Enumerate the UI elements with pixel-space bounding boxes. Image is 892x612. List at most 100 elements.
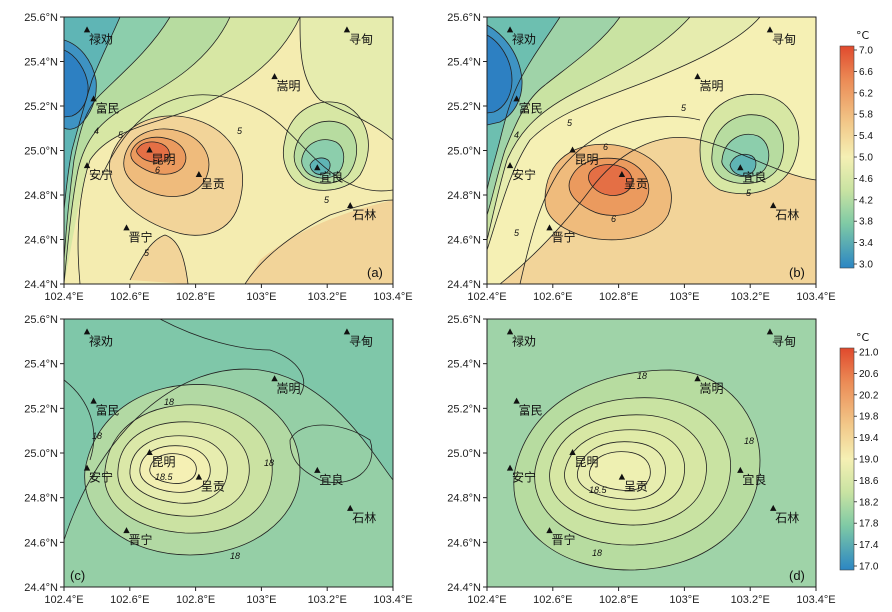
x-tick-label: 102.4°E	[44, 594, 83, 606]
city-marker-icon	[314, 466, 321, 473]
panel-label: (c)	[70, 568, 85, 583]
colorbar-tick-label: 17.8	[859, 519, 879, 530]
x-tick-label: 103.4°E	[373, 291, 412, 303]
city-label: 安宁	[89, 167, 113, 182]
contour-label: 18	[164, 397, 174, 407]
y-tick-label: 25.4°N	[447, 57, 481, 69]
colorbar-tick-label: 6.2	[859, 88, 873, 99]
contour-label: 18	[637, 371, 647, 381]
y-tick-label: 25.2°N	[447, 403, 481, 415]
city-marker-icon	[347, 202, 354, 209]
y-tick-label: 24.6°N	[24, 537, 58, 549]
y-tick-label: 25.0°N	[447, 146, 481, 158]
x-tick-label: 102.4°E	[44, 291, 83, 303]
contour-label: 5	[514, 228, 520, 238]
city-label: 寻甸	[349, 32, 373, 46]
city-marker-icon	[83, 464, 91, 471]
x-tick-label: 103.2°E	[308, 594, 347, 606]
x-tick-label: 102.8°E	[599, 291, 638, 303]
contour-label: 6	[603, 142, 608, 152]
city-label: 宜良	[742, 169, 766, 184]
contour-label: 5	[324, 195, 330, 205]
y-tick-label: 24.4°N	[447, 279, 481, 291]
contour-label: 18	[592, 548, 602, 558]
colorbar-tick-label: 5.8	[859, 110, 873, 121]
city-label: 呈贡	[624, 480, 648, 494]
city-marker-icon	[343, 26, 351, 33]
city-label: 禄劝	[89, 333, 113, 348]
y-tick-label: 25.0°N	[24, 448, 58, 460]
y-tick-label: 24.4°N	[24, 279, 58, 291]
city-marker-icon	[694, 73, 701, 80]
x-tick-label: 102.6°E	[110, 291, 149, 303]
city-label: 寻甸	[772, 32, 796, 46]
x-tick-label: 103.2°E	[308, 291, 347, 303]
city-label: 安宁	[512, 167, 536, 182]
y-tick-label: 24.8°N	[24, 493, 58, 505]
city-marker-icon	[271, 375, 278, 382]
contour-label: 6	[611, 214, 616, 224]
x-tick-label: 102.6°E	[533, 594, 572, 606]
city-label: 嵩明	[700, 381, 724, 395]
colorbar-tick-label: 21.0	[859, 348, 879, 359]
city-label: 寻甸	[772, 334, 796, 348]
y-tick-label: 25.2°N	[24, 403, 58, 415]
y-tick-label: 24.6°N	[447, 235, 481, 247]
city-marker-icon	[123, 527, 130, 534]
city-marker-icon	[737, 164, 744, 171]
city-label: 富民	[96, 403, 120, 418]
y-tick-label: 25.2°N	[447, 101, 481, 113]
y-tick-label: 24.8°N	[447, 493, 481, 505]
y-tick-label: 25.6°N	[447, 12, 481, 24]
x-tick-label: 103°E	[246, 291, 276, 303]
city-marker-icon	[271, 73, 278, 80]
colorbar-unit: °C	[856, 29, 870, 42]
y-tick-label: 25.0°N	[24, 146, 58, 158]
x-tick-label: 103°E	[246, 594, 276, 606]
city-label: 晋宁	[129, 532, 153, 547]
city-marker-icon	[123, 224, 130, 231]
colorbar-tick-label: 3.4	[859, 238, 873, 249]
city-marker-icon	[347, 504, 354, 511]
x-tick-label: 103°E	[669, 291, 699, 303]
colorbar-tick-label: 7.0	[859, 46, 873, 57]
panel-a: 4 5 6 5 5 5 (a)	[63, 16, 394, 285]
y-tick-label: 24.6°N	[447, 537, 481, 549]
panel-c: 18 18 18.5 18 18 (c)	[63, 318, 394, 588]
y-tick-label: 25.2°N	[24, 101, 58, 113]
x-tick-label: 102.6°E	[110, 594, 149, 606]
city-marker-icon	[618, 473, 626, 480]
city-marker-icon	[766, 26, 774, 33]
panel-b: 4 5 6 5 6 5 5 (b)	[486, 16, 817, 285]
city-label: 晋宁	[129, 229, 153, 244]
city-marker-icon	[770, 202, 777, 209]
city-label: 晋宁	[552, 229, 576, 244]
city-label: 寻甸	[349, 334, 373, 348]
x-tick-label: 102.8°E	[176, 594, 215, 606]
colorbar-tick-label: 19.0	[859, 455, 879, 466]
city-marker-icon	[314, 164, 321, 171]
contour-label: 18	[92, 431, 102, 441]
panel-label: (d)	[789, 568, 805, 583]
city-marker-icon	[569, 146, 576, 153]
city-label: 昆明	[575, 455, 599, 469]
colorbar-tick-label: 19.8	[859, 412, 879, 423]
y-tick-label: 24.8°N	[24, 190, 58, 202]
contour-label: 18	[744, 436, 754, 446]
colorbar-tick-label: 3.8	[859, 217, 873, 228]
x-tick-label: 102.6°E	[533, 291, 572, 303]
contour-label: 6	[155, 165, 160, 175]
y-tick-label: 25.6°N	[447, 314, 481, 326]
city-label: 昆明	[152, 455, 176, 469]
city-label: 呈贡	[201, 480, 225, 494]
colorbar-top: °C 7.0 6.6 6.2 5.8 5.4 5.0 4.6 4.2 3.8 3.4 3.0	[839, 29, 873, 271]
city-label: 石林	[352, 208, 376, 222]
contour-label: 18.5	[155, 472, 174, 482]
city-label: 嵩明	[700, 79, 724, 93]
city-label: 安宁	[512, 470, 536, 485]
colorbar-tick-label: 17.0	[859, 562, 879, 573]
x-tick-label: 102.4°E	[467, 594, 506, 606]
city-marker-icon	[546, 224, 553, 231]
